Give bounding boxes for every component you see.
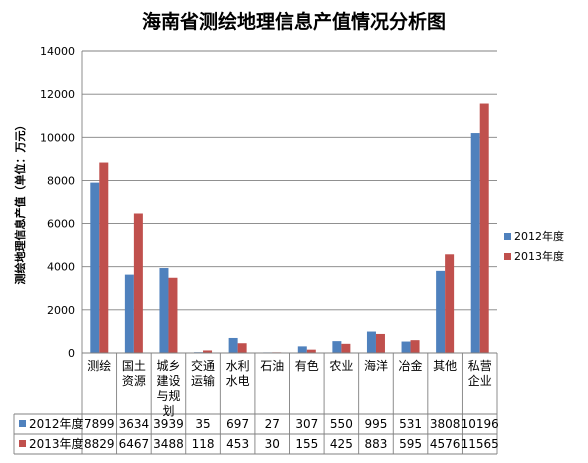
table-value: 453	[226, 437, 249, 451]
y-tick-label: 0	[68, 347, 75, 360]
legend: 2012年度 2013年度	[504, 229, 564, 263]
table-value: 11565	[461, 437, 499, 451]
bar	[470, 133, 480, 353]
bar	[297, 346, 307, 353]
category-label: 国土	[122, 359, 146, 373]
table-value: 35	[195, 417, 210, 431]
table-value: 7899	[84, 417, 115, 431]
bar	[410, 340, 420, 353]
table-value: 3808	[430, 417, 461, 431]
table-value: 883	[365, 437, 388, 451]
bar	[436, 270, 446, 353]
bar	[203, 350, 213, 353]
category-label: 海洋	[364, 358, 388, 373]
category-label: 石油	[260, 359, 284, 373]
table-value: 995	[365, 417, 388, 431]
table-value: 550	[330, 417, 353, 431]
bar	[124, 274, 134, 353]
table-value: 697	[226, 417, 249, 431]
category-label: 农业	[329, 359, 353, 373]
bar	[90, 182, 100, 353]
bar	[306, 349, 316, 353]
table-legend-key	[19, 440, 26, 447]
bar	[332, 341, 342, 353]
table-value: 531	[399, 417, 422, 431]
category-label: 冶金	[399, 358, 423, 373]
bars	[90, 103, 489, 354]
legend-label: 2013年度	[514, 249, 564, 263]
category-label: 城乡	[156, 359, 180, 373]
bar	[237, 343, 247, 353]
table-value: 307	[295, 417, 318, 431]
category-label: 其他	[433, 359, 457, 373]
category-label: 运输	[191, 373, 215, 388]
category-label: 水电	[226, 374, 250, 388]
bar	[133, 213, 143, 353]
category-label: 建设	[156, 374, 180, 388]
category-label: 水利	[226, 359, 250, 373]
bar	[228, 337, 238, 353]
category-label: 测绘	[87, 358, 111, 373]
category-label: 与规	[156, 388, 180, 403]
table-value: 8829	[84, 437, 115, 451]
table-value: 595	[399, 437, 422, 451]
category-label: 交通	[191, 358, 215, 373]
table-series-name: 2013年度	[29, 436, 84, 451]
category-label: 划	[162, 404, 174, 418]
bar	[341, 343, 351, 353]
table-value: 118	[192, 437, 215, 451]
bar	[401, 341, 411, 353]
table-legend-key	[19, 420, 26, 427]
table-value: 3634	[119, 417, 150, 431]
category-label: 私营	[468, 359, 492, 373]
bar	[99, 162, 109, 353]
bar	[479, 103, 489, 353]
y-axis-title-group: 测绘地理信息产值（单位：万元）	[13, 120, 27, 285]
table-series-name: 2012年度	[29, 416, 84, 431]
table-value: 3939	[153, 417, 184, 431]
table-value: 10196	[461, 417, 499, 431]
bar	[375, 333, 385, 353]
bar	[159, 268, 169, 353]
table-value: 6467	[119, 437, 150, 451]
y-tick-label: 14000	[40, 45, 75, 58]
y-axis-title: 测绘地理信息产值（单位：万元）	[13, 120, 27, 285]
y-tick-label: 10000	[40, 131, 75, 144]
legend-key	[504, 253, 511, 260]
legend-key	[504, 233, 511, 240]
category-label: 有色	[295, 359, 319, 373]
y-tick-label: 2000	[47, 304, 75, 317]
y-tick-label: 4000	[47, 261, 75, 274]
table-value: 3488	[153, 437, 184, 451]
bar	[445, 254, 455, 353]
bar	[168, 277, 178, 353]
y-axis-ticks: 0 2000 4000 6000 8000 10000 12000 14000	[40, 45, 75, 360]
category-label: 企业	[468, 373, 492, 388]
table-value: 4576	[430, 437, 461, 451]
chart-title: 海南省测绘地理信息产值情况分析图	[142, 10, 446, 33]
y-tick-label: 6000	[47, 218, 75, 231]
legend-label: 2012年度	[514, 229, 564, 243]
y-tick-label: 12000	[40, 88, 75, 101]
table-value: 27	[265, 417, 280, 431]
table-value: 425	[330, 437, 353, 451]
table-value: 155	[295, 437, 318, 451]
gridlines	[81, 50, 497, 354]
category-label: 资源	[122, 374, 146, 388]
y-tick-label: 8000	[47, 174, 75, 187]
bar	[366, 331, 376, 353]
table-value: 30	[265, 437, 280, 451]
